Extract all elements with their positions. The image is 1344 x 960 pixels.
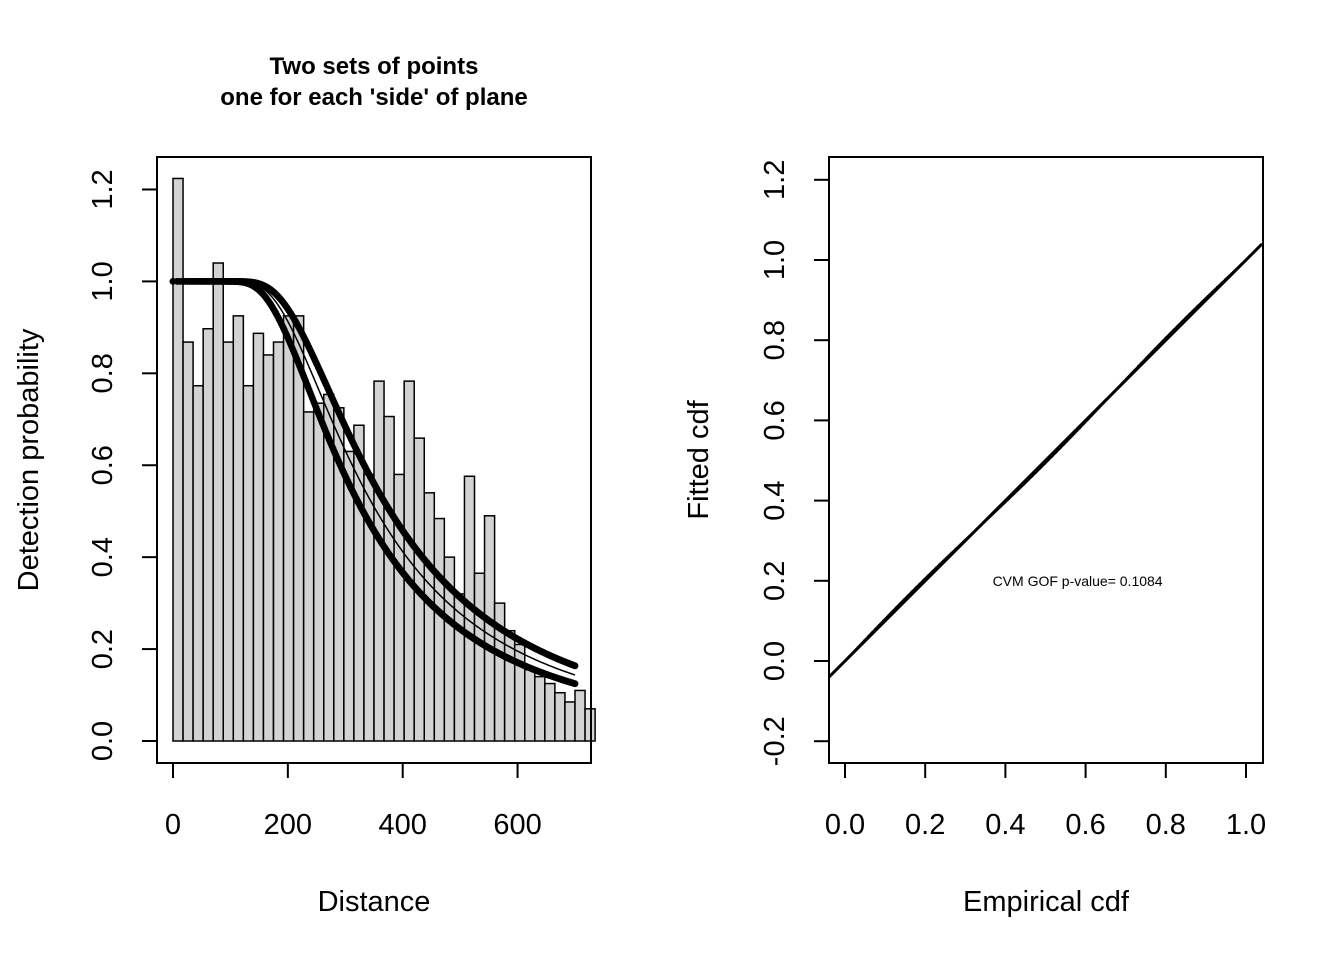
chart-title-line-1: Two sets of points: [270, 53, 479, 80]
detection-probability-panel: Two sets of points one for each 'side' o…: [13, 53, 596, 918]
detection-curves: [169, 278, 579, 688]
histogram-bar: [423, 492, 436, 742]
y-tick-label: 0.8: [759, 320, 791, 360]
x-tick-label: 0.8: [1146, 809, 1186, 841]
x-axis: 0.0 0.2 0.4 0.6 0.8 1.0: [825, 762, 1266, 841]
histogram-bar: [312, 402, 325, 742]
histogram-bar: [383, 415, 395, 742]
y-tick-label: 0.2: [759, 561, 791, 601]
histogram-bar: [574, 689, 586, 742]
average-detection-line: [173, 280, 576, 676]
histogram-bar: [544, 682, 556, 742]
y-tick-label: 1.2: [759, 160, 791, 200]
y-tick-label: -0.2: [759, 716, 791, 766]
histogram-bar: [182, 341, 194, 742]
histogram-bars: [172, 177, 596, 742]
x-tick-label: 600: [493, 809, 541, 841]
x-tick-label: 0: [165, 809, 181, 841]
histogram-bar: [222, 341, 235, 742]
y-tick-label: 0.4: [759, 480, 791, 520]
y-tick-label: 0.6: [759, 400, 791, 440]
x-tick-label: 0.0: [825, 809, 865, 841]
histogram-bar: [433, 517, 446, 742]
y-axis: 0.0 0.2 0.4 0.6 0.8 1.0 1.2: [87, 169, 158, 761]
x-axis: 0 200 400 600: [165, 762, 575, 841]
histogram-bar: [554, 691, 566, 742]
histogram-bar: [534, 675, 546, 742]
y-tick-label: 1.0: [759, 240, 791, 280]
y-tick-label: 0.2: [87, 629, 119, 669]
histogram-bar: [202, 327, 214, 742]
histogram-bar: [262, 354, 275, 742]
histogram-bar: [373, 380, 385, 742]
gof-annotation: CVM GOF p-value= 0.1084: [993, 573, 1163, 589]
histogram-bar: [564, 701, 576, 742]
reference-line: [827, 242, 1264, 679]
y-tick-label: 0.4: [87, 537, 119, 577]
histogram-bar: [242, 384, 255, 742]
y-axis-title: Detection probability: [13, 328, 45, 591]
x-axis-title: Distance: [318, 886, 431, 918]
x-axis-title: Empirical cdf: [963, 886, 1130, 918]
histogram-bar: [282, 315, 295, 742]
x-tick-label: 0.6: [1065, 809, 1105, 841]
histogram-bar: [232, 315, 245, 742]
histogram-bar: [473, 572, 486, 742]
y-tick-label: 0.8: [87, 353, 119, 393]
chart-title-line-2: one for each 'side' of plane: [220, 84, 527, 111]
histogram-bar: [483, 515, 496, 742]
x-tick-label: 400: [379, 809, 427, 841]
qq-points: [827, 242, 1264, 679]
detection-points: [169, 278, 579, 688]
histogram-bar: [192, 384, 204, 742]
qq-plot-panel: 0.0 0.2 0.4 0.6 0.8 1.0 -0.2 0.0 0.2 0.4 0.6 0.8 1.…: [683, 156, 1266, 918]
histogram-bar: [252, 332, 265, 742]
y-tick-label: 1.0: [87, 261, 119, 301]
x-tick-label: 1.0: [1226, 809, 1266, 841]
histogram-bar: [172, 177, 184, 742]
x-tick-label: 0.2: [905, 809, 945, 841]
detection-point: [571, 662, 579, 670]
histogram-bar: [524, 669, 536, 742]
histogram-bar: [272, 341, 285, 742]
detection-points: [169, 278, 579, 670]
y-tick-label: 1.2: [87, 169, 119, 209]
y-axis: -0.2 0.0 0.2 0.4 0.6 0.8 1.0 1.2: [759, 160, 830, 766]
y-tick-label: 0.0: [759, 641, 791, 681]
x-tick-label: 0.4: [985, 809, 1025, 841]
histogram-bar: [212, 262, 224, 742]
detection-point: [571, 680, 579, 688]
histogram-bar: [302, 411, 315, 742]
y-axis-title: Fitted cdf: [683, 399, 715, 519]
y-tick-label: 0.6: [87, 445, 119, 485]
y-tick-label: 0.0: [87, 721, 119, 761]
x-tick-label: 200: [264, 809, 312, 841]
